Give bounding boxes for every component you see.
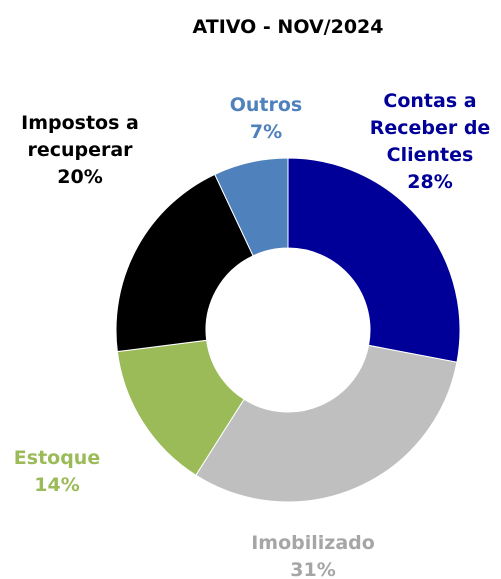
donut-segment [195,344,458,503]
chart-title: ATIVO - NOV/2024 [192,16,384,38]
slice-label: Contas a Receber de Clientes 28% [355,88,501,196]
donut-segment [115,173,254,353]
value-label: 20% [57,166,103,188]
value-label: 28% [407,171,453,193]
slice-label: Impostos a recuperar 20% [0,110,165,191]
category-label: Impostos a recuperar [21,112,139,161]
donut-segment [214,157,289,257]
category-label: Estoque [13,447,101,469]
slice-label: Estoque 14% [2,445,112,499]
category-label: Imobilizado [251,532,375,554]
value-label: 7% [249,121,283,143]
value-label: 14% [34,474,80,496]
category-label: Contas a Receber de Clientes [369,90,491,166]
category-label: Outros [229,94,303,116]
value-label: 31% [290,559,336,579]
donut-segment [287,157,461,363]
slice-label: Outros 7% [211,92,321,146]
slice-label: Imobilizado 31% [228,530,398,579]
